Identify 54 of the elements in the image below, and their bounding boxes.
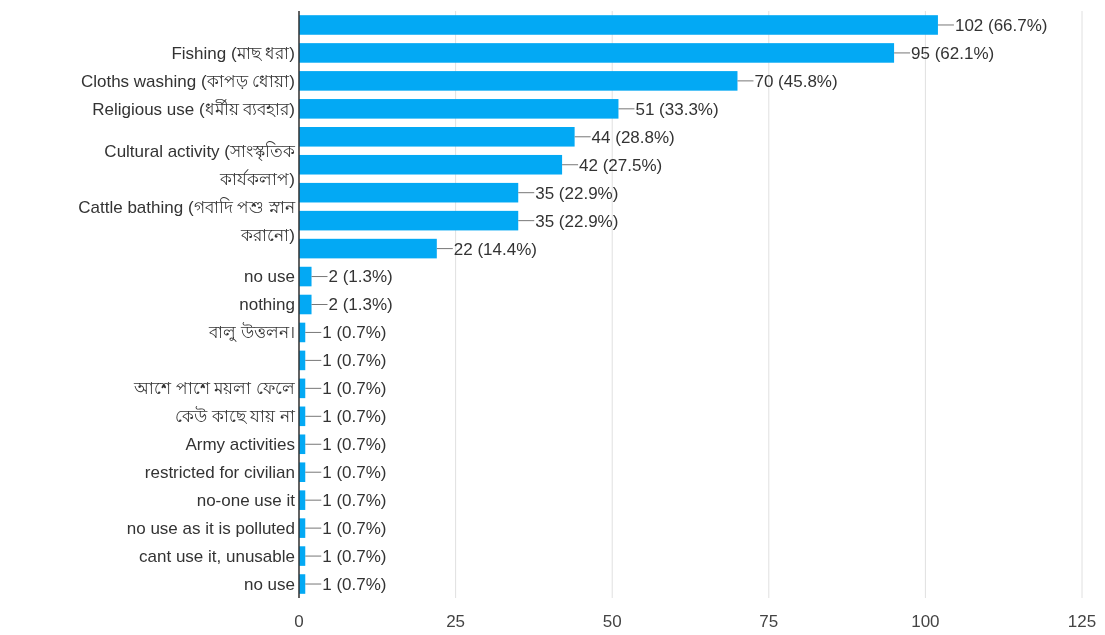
x-tick-label: 125	[1067, 611, 1097, 631]
y-tick-label: Cattle bathing (গবাদি পশু স্নান করানো)	[78, 196, 296, 245]
bar	[299, 210, 519, 231]
bar	[299, 99, 619, 119]
bar	[299, 294, 312, 315]
y-tick-label: no use	[243, 574, 295, 594]
data-label: 2 (1.3%)	[328, 295, 393, 315]
data-label: 1 (0.7%)	[322, 463, 387, 483]
data-label: 102 (66.7%)	[954, 15, 1048, 35]
y-tick-label: বালু উত্তলন।	[208, 322, 295, 343]
data-label: 2 (1.3%)	[328, 267, 393, 287]
data-label: 1 (0.7%)	[322, 547, 387, 567]
data-label: 1 (0.7%)	[322, 351, 387, 371]
y-tick-label: restricted for civilian	[144, 463, 295, 483]
data-label: 1 (0.7%)	[322, 407, 387, 427]
bar	[299, 127, 575, 147]
y-tick-label: no use	[243, 267, 295, 287]
data-label: 44 (28.8%)	[591, 127, 675, 147]
data-label: 1 (0.7%)	[322, 323, 387, 343]
y-tick-label: Fishing (মাছ ধরা)	[171, 43, 295, 63]
y-tick-label: Army activities	[185, 435, 295, 455]
x-tick-label: 75	[759, 611, 779, 631]
data-label: 42 (27.5%)	[579, 155, 663, 175]
data-label: 51 (33.3%)	[635, 99, 719, 119]
bar	[299, 182, 519, 203]
data-label: 1 (0.7%)	[322, 491, 387, 511]
bar	[299, 43, 895, 63]
x-tick-label: 50	[602, 611, 622, 631]
y-tick-label: cant use it, unusable	[139, 547, 295, 567]
y-tick-label: Cultural activity (সাংস্কৃতিক কার্যকলাপ)	[104, 140, 296, 189]
data-label: 35 (22.9%)	[535, 211, 619, 231]
bar	[299, 71, 738, 91]
bar	[299, 238, 437, 259]
y-tick-label: Cloths washing (কাপড় ধোয়া)	[80, 71, 295, 91]
data-label: 70 (45.8%)	[754, 71, 838, 91]
y-tick-label: no-one use it	[196, 491, 296, 511]
x-tick-label: 0	[294, 611, 304, 631]
data-label: 1 (0.7%)	[322, 574, 387, 594]
data-label: 1 (0.7%)	[322, 435, 387, 455]
bar	[299, 15, 938, 35]
y-tick-label: আশে পাশে ময়লা ফেলে	[132, 379, 295, 399]
y-tick-label: Religious use (ধর্মীয় ব্যবহার)	[92, 98, 295, 119]
bar	[299, 154, 563, 175]
y-tick-label: কেউ কাছে যায় না	[174, 406, 296, 427]
y-tick-label: nothing	[239, 295, 295, 315]
data-label: 1 (0.7%)	[322, 379, 387, 399]
data-label: 22 (14.4%)	[453, 239, 537, 259]
data-label: 95 (62.1%)	[911, 43, 995, 63]
x-tick-label: 25	[446, 611, 466, 631]
data-label: 35 (22.9%)	[535, 183, 619, 203]
bar	[299, 266, 312, 287]
x-tick-label: 100	[911, 611, 940, 631]
y-tick-label: no use as it is polluted	[126, 519, 295, 539]
data-label: 1 (0.7%)	[322, 519, 387, 539]
